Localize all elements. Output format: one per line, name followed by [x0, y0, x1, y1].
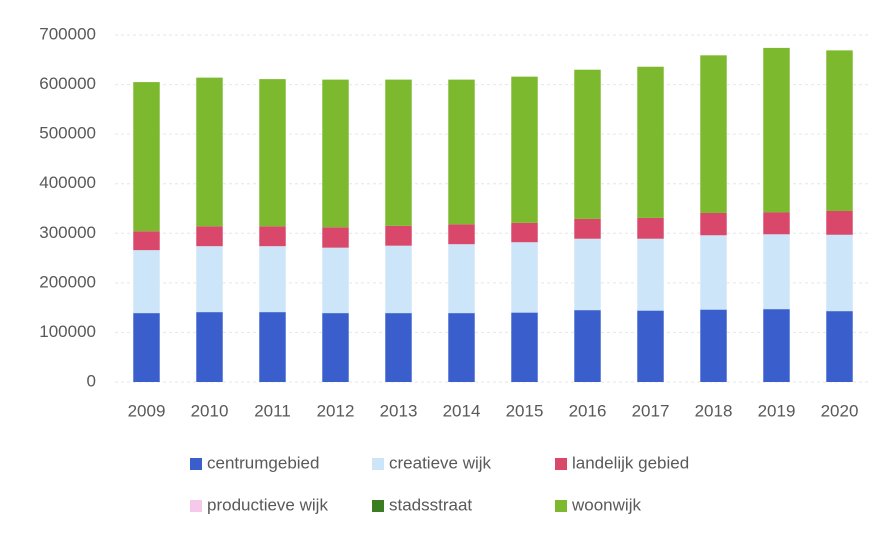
- bar-segment: [574, 310, 601, 382]
- bar-segment: [133, 250, 160, 314]
- bar-segment: [259, 226, 286, 247]
- bar-segment: [826, 311, 853, 382]
- x-tick-label: 2013: [380, 401, 418, 420]
- y-tick-label: 400000: [39, 173, 96, 192]
- bar-segment: [259, 246, 286, 313]
- bar-segment: [385, 225, 412, 246]
- y-tick-label: 100000: [39, 322, 96, 341]
- bar-segment: [448, 313, 475, 382]
- bar-segment: [511, 312, 538, 382]
- x-tick-label: 2017: [632, 401, 670, 420]
- legend-swatch: [372, 458, 384, 470]
- x-tick-label: 2019: [758, 401, 796, 420]
- bar-segment: [385, 79, 412, 226]
- legend-swatch: [190, 458, 202, 470]
- x-tick-label: 2014: [443, 401, 481, 420]
- x-tick-label: 2009: [128, 401, 166, 420]
- bar-segment: [511, 242, 538, 313]
- legend-label: centrumgebied: [207, 453, 319, 472]
- bar-segment: [637, 217, 664, 239]
- bar-segment: [511, 222, 538, 243]
- legend-swatch: [372, 500, 384, 512]
- legend-swatch: [555, 500, 567, 512]
- legend-swatch: [555, 458, 567, 470]
- x-tick-label: 2010: [191, 401, 229, 420]
- bar-segment: [448, 244, 475, 314]
- bar-segment: [196, 77, 223, 227]
- legend-swatch: [190, 500, 202, 512]
- bar-segment: [763, 212, 790, 235]
- x-tick-label: 2015: [506, 401, 544, 420]
- bar-segment: [637, 66, 664, 218]
- bar-segment: [133, 313, 160, 382]
- bar-segment: [700, 55, 727, 213]
- y-tick-label: 600000: [39, 74, 96, 93]
- bar-segment: [322, 247, 349, 314]
- bar-segment: [259, 312, 286, 382]
- bar-segment: [259, 79, 286, 227]
- bar-segment: [196, 312, 223, 382]
- bar-segment: [385, 245, 412, 314]
- legend-label: stadsstraat: [389, 495, 472, 514]
- y-tick-label: 500000: [39, 124, 96, 143]
- y-tick-label: 200000: [39, 272, 96, 291]
- legend-label: landelijk gebied: [572, 453, 689, 472]
- bar-segment: [322, 227, 349, 248]
- bar-segment: [700, 212, 727, 236]
- x-tick-label: 2018: [695, 401, 733, 420]
- bar-segment: [700, 309, 727, 382]
- bar-segment: [763, 47, 790, 213]
- bar-segment: [196, 226, 223, 247]
- bar-segment: [637, 310, 664, 382]
- bar-segment: [574, 238, 601, 311]
- y-tick-label: 300000: [39, 223, 96, 242]
- y-tick-label: 0: [87, 371, 96, 390]
- bar-segment: [511, 76, 538, 223]
- bar-segment: [322, 313, 349, 382]
- bar-segment: [196, 246, 223, 313]
- bar-segment: [763, 309, 790, 382]
- y-tick-label: 700000: [39, 24, 96, 43]
- bar-segment: [700, 235, 727, 310]
- bar-segment: [574, 69, 601, 219]
- bar-segment: [322, 79, 349, 228]
- legend-label: creatieve wijk: [389, 453, 492, 472]
- bar-segment: [448, 79, 475, 225]
- legend-label: productieve wijk: [207, 495, 328, 514]
- x-tick-label: 2020: [821, 401, 859, 420]
- x-tick-label: 2011: [254, 401, 291, 420]
- x-tick-label: 2016: [569, 401, 607, 420]
- legend-label: woonwijk: [571, 495, 641, 514]
- bar-segment: [133, 82, 160, 232]
- bar-segment: [826, 210, 853, 235]
- bar-segment: [826, 50, 853, 211]
- bar-segment: [574, 218, 601, 239]
- bar-segment: [826, 234, 853, 312]
- bar-segment: [448, 224, 475, 245]
- bar-segment: [385, 313, 412, 382]
- bar-segment: [763, 234, 790, 310]
- bar-segment: [637, 238, 664, 311]
- x-tick-label: 2012: [317, 401, 355, 420]
- bar-segment: [133, 231, 160, 251]
